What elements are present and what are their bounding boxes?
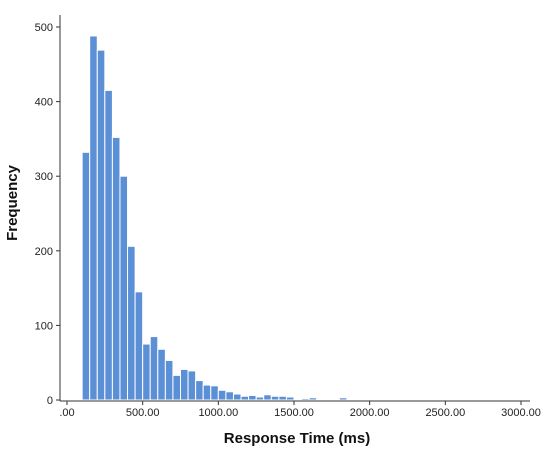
histogram-bar: [134, 291, 144, 401]
histogram-bar: [301, 398, 310, 401]
histogram-bar: [240, 395, 250, 401]
histogram-bars: [81, 35, 386, 401]
histogram-bar: [195, 380, 204, 401]
y-tick-label: 400: [35, 97, 53, 109]
histogram-bar: [81, 151, 91, 401]
x-tick-label: 1500.00: [274, 407, 314, 419]
histogram-bar: [217, 389, 227, 401]
histogram-bar: [119, 175, 129, 401]
histogram-bar: [316, 398, 325, 401]
histogram-bar: [225, 391, 234, 401]
histogram-bar: [210, 385, 219, 401]
x-axis: .00 500.00 1000.00 1500.00 2000.00 2500.00 300…: [59, 400, 541, 419]
histogram-bar: [157, 348, 166, 401]
x-tick-label: .00: [59, 407, 74, 419]
histogram-bar: [376, 398, 386, 401]
histogram-bar: [354, 398, 363, 401]
histogram-bar: [346, 398, 356, 401]
histogram-bar: [202, 384, 212, 401]
y-tick-label: 200: [35, 246, 53, 258]
y-axis: 0 100 200 300 400 500: [35, 15, 61, 407]
histogram-bar: [248, 395, 257, 401]
histogram-bar: [187, 370, 197, 401]
histogram-bar: [149, 336, 159, 401]
y-tick-label: 500: [35, 22, 53, 34]
histogram-bar: [127, 245, 136, 401]
histogram-bar: [285, 396, 295, 401]
histogram-bar: [89, 35, 98, 401]
histogram-bar: [96, 49, 106, 401]
histogram-bar: [111, 136, 121, 401]
histogram-bar: [323, 398, 333, 401]
y-tick-label: 300: [35, 171, 53, 183]
histogram-bar: [180, 368, 189, 401]
y-tick-label: 100: [35, 320, 53, 332]
x-tick-label: 3000.00: [501, 407, 541, 419]
x-tick-label: 500.00: [126, 407, 160, 419]
histogram-bar: [142, 343, 151, 401]
histogram-bar: [255, 396, 265, 401]
histogram-bar: [270, 395, 280, 401]
histogram-bar: [278, 395, 287, 401]
x-axis-title: Response Time (ms): [224, 430, 370, 447]
x-tick-label: 2000.00: [350, 407, 390, 419]
histogram-bar: [104, 89, 113, 401]
histogram-bar: [164, 359, 174, 401]
x-tick-label: 2500.00: [425, 407, 465, 419]
histogram-bar: [232, 393, 242, 401]
histogram-bar: [172, 374, 181, 401]
y-tick-label: 0: [47, 395, 53, 407]
histogram-bar: [293, 398, 303, 401]
histogram-bar: [331, 398, 340, 401]
y-axis-title: Frequency: [4, 164, 21, 241]
histogram-bar: [263, 394, 272, 401]
histogram-bar: [338, 397, 348, 401]
x-tick-label: 1000.00: [198, 407, 238, 419]
histogram-bar: [308, 397, 318, 401]
